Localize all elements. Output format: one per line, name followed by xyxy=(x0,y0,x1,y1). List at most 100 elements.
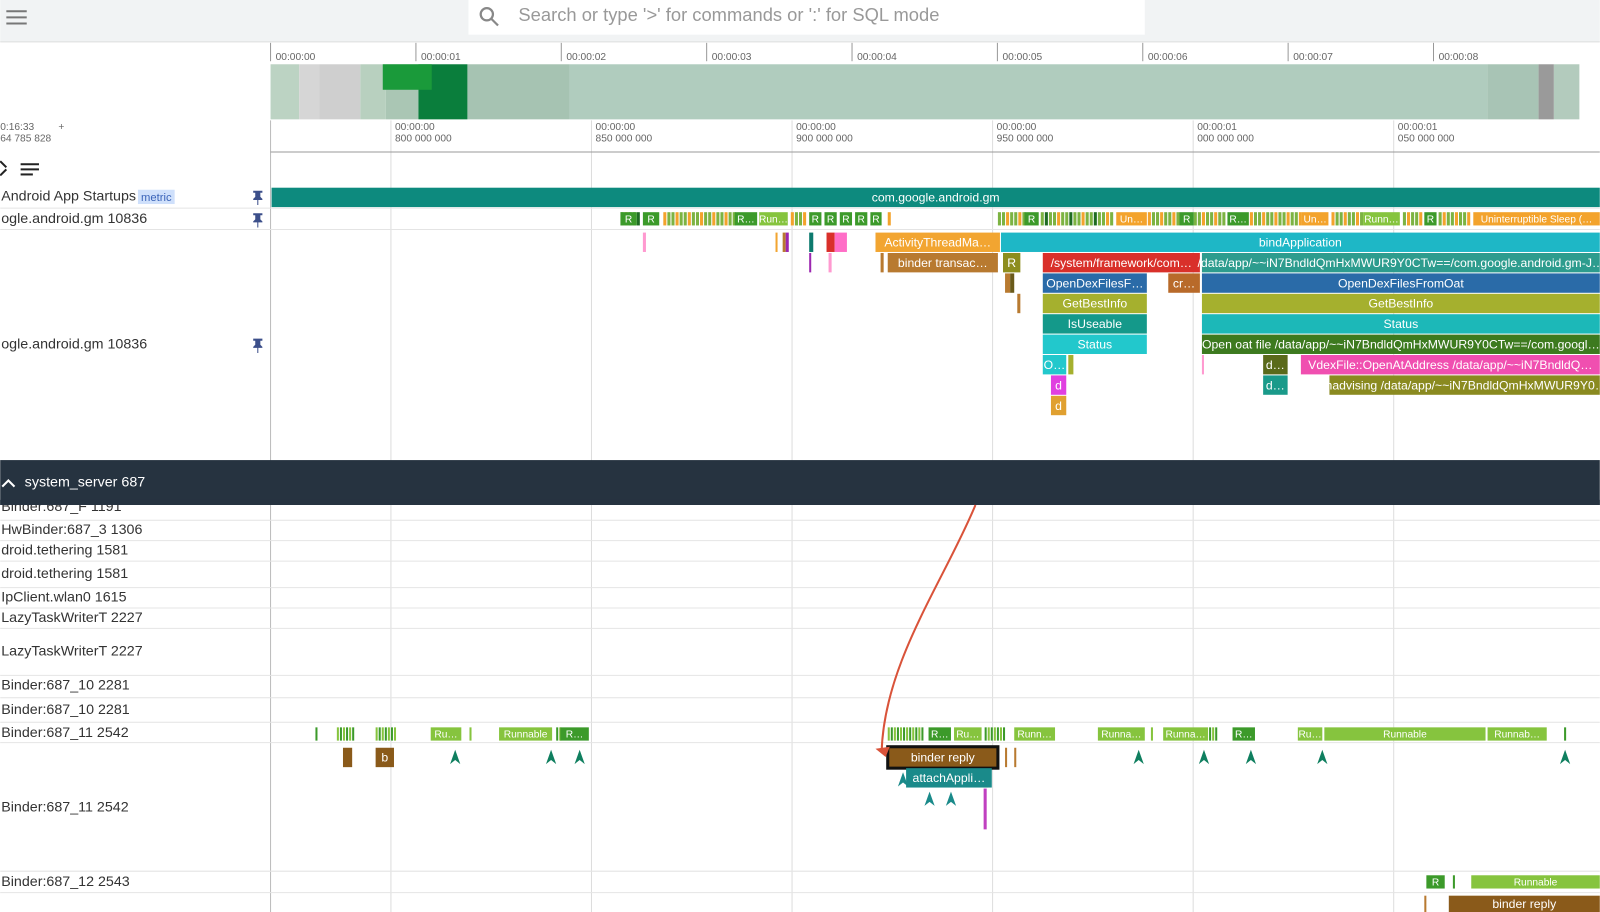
overview-tick-label: 00:00:06 xyxy=(1148,52,1188,63)
slice xyxy=(1301,212,1329,226)
state-bit xyxy=(683,212,687,226)
state-bit xyxy=(1164,212,1168,226)
overview-heat xyxy=(467,64,570,120)
state-bit xyxy=(724,212,728,226)
menu-button[interactable] xyxy=(6,10,27,25)
state-bit xyxy=(918,727,921,741)
state-bit xyxy=(1419,212,1423,226)
slice-label: d xyxy=(1055,399,1062,413)
slice xyxy=(1050,375,1067,395)
slice-label: Runnable xyxy=(1383,730,1427,741)
state-bit xyxy=(1001,212,1006,226)
tick-label: 850 000 000 xyxy=(596,133,653,144)
slice-label: Runn… xyxy=(1017,730,1052,741)
slice xyxy=(1363,212,1400,226)
state-bit xyxy=(1278,212,1282,226)
tick-label: 00:00:01 xyxy=(1398,122,1438,133)
track-name: HwBinder:687_3 1306 xyxy=(1,522,142,538)
state-bit xyxy=(1347,212,1351,226)
slice-label: R xyxy=(647,215,654,226)
slice xyxy=(1050,395,1067,416)
state-bit xyxy=(1214,212,1218,226)
instant-marker xyxy=(924,791,935,806)
state-bit xyxy=(912,727,915,741)
icon-stroke xyxy=(0,168,8,177)
state-bit xyxy=(1197,212,1201,226)
slice xyxy=(1179,212,1194,226)
state-bit xyxy=(679,212,683,226)
state-bit xyxy=(469,727,472,741)
slice-label: R… xyxy=(931,730,949,741)
offset-ns: 64 785 828 xyxy=(0,133,51,144)
state-bit xyxy=(1446,212,1450,226)
slice xyxy=(1010,273,1015,293)
state-bit xyxy=(921,727,924,741)
slice xyxy=(1116,212,1147,226)
slice xyxy=(1017,293,1021,314)
state-bit xyxy=(906,727,909,741)
slice xyxy=(1424,895,1427,912)
state-bit xyxy=(1065,212,1069,226)
state-bit xyxy=(984,727,987,741)
slice xyxy=(499,727,553,741)
slice-label: d… xyxy=(1266,378,1285,392)
collapse-icons[interactable] xyxy=(0,160,39,177)
slice-label: Uninterruptible Sleep (… xyxy=(1481,215,1593,226)
slice-label: R xyxy=(872,215,879,226)
slice xyxy=(1042,355,1067,375)
flow-arrowhead xyxy=(875,746,890,757)
slice xyxy=(775,232,778,252)
state-bit xyxy=(1085,212,1089,226)
slice-label: R xyxy=(1427,215,1434,226)
slice-label: Ru… xyxy=(1298,730,1321,741)
slice-label: Runnable xyxy=(504,730,548,741)
state-bit xyxy=(1147,212,1151,226)
slice-label: bindApplication xyxy=(1259,236,1342,250)
state-bit xyxy=(798,212,803,226)
track-name: ogle.android.gm 10836 xyxy=(1,337,147,353)
slice xyxy=(1042,252,1200,273)
slice xyxy=(560,727,589,741)
track-name: droid.tethering 1581 xyxy=(1,543,128,559)
tick-label: 00:00:00 xyxy=(796,122,836,133)
slice-label: Status xyxy=(1384,317,1419,331)
search-box[interactable] xyxy=(468,0,1145,35)
slice xyxy=(271,187,1600,208)
slice xyxy=(1014,727,1056,741)
instant-marker xyxy=(1133,749,1144,765)
slice xyxy=(906,768,992,788)
slice-label: /data/app/~~iN7BndldQmHxMWUR9Y0CTw==/com… xyxy=(1198,256,1600,270)
state-bit xyxy=(1209,727,1212,741)
state-bit xyxy=(790,212,794,226)
state-bit xyxy=(1355,212,1360,226)
state-bit xyxy=(687,212,691,226)
slice xyxy=(839,212,853,226)
state-bit xyxy=(339,727,342,741)
state-bit xyxy=(720,212,724,226)
slice-label: binder transac… xyxy=(898,256,988,270)
state-bit xyxy=(1249,212,1253,226)
state-bit xyxy=(909,727,912,741)
state-bit xyxy=(1160,212,1164,226)
state-bit xyxy=(803,212,807,226)
slice xyxy=(1000,232,1600,252)
flow-arrow xyxy=(880,504,977,753)
state-bit xyxy=(336,727,339,741)
state-bit xyxy=(1018,212,1022,226)
state-bit xyxy=(346,727,349,741)
pin-icon xyxy=(253,338,263,353)
slice-label: GetBestInfo xyxy=(1063,297,1128,311)
state-bit xyxy=(1262,212,1266,226)
slice-label: OpenDexFilesFromOat xyxy=(1338,276,1464,290)
slice xyxy=(1263,355,1288,375)
state-bit xyxy=(915,727,918,741)
slice xyxy=(1042,293,1147,314)
overview-heat xyxy=(569,64,1488,120)
state-bit xyxy=(1564,727,1567,741)
state-bit xyxy=(1222,212,1226,226)
overview-heat xyxy=(1553,64,1580,120)
tick-label: 050 000 000 xyxy=(1398,133,1455,144)
state-bit xyxy=(1438,212,1442,226)
slice-label: O… xyxy=(1044,358,1066,372)
state-bit xyxy=(1097,212,1101,226)
